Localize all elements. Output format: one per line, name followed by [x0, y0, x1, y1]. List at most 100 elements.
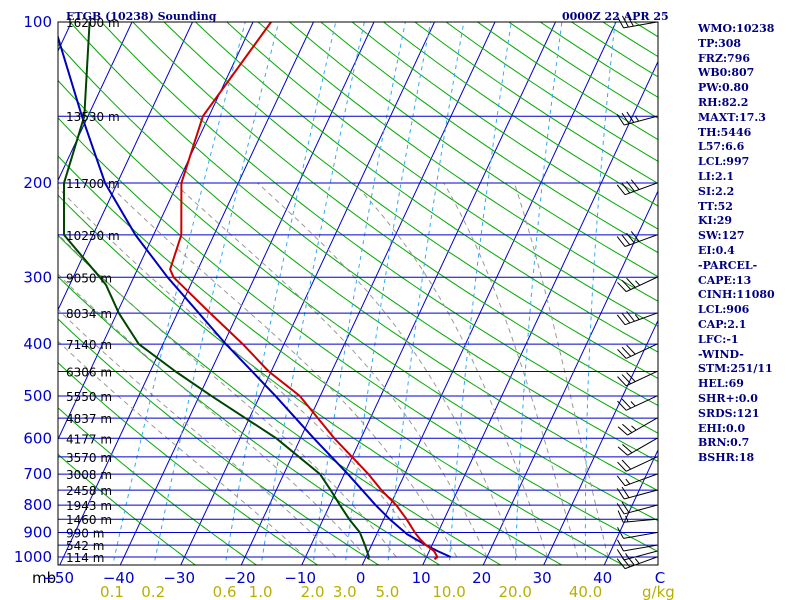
wind-barb [616, 501, 658, 515]
mixing-ratio-line [312, 22, 406, 565]
isotherm-line [58, 22, 193, 312]
height-level-label: 4177 m [66, 432, 112, 446]
pressure-tick-label: 600 [23, 429, 52, 447]
wind-barb-column [616, 14, 658, 570]
temperature-tick-label: −30 [163, 569, 195, 587]
wind-barb [616, 473, 658, 487]
mixing-ratio-tick-label: 0.6 [213, 583, 237, 600]
height-level-label: 3008 m [66, 468, 112, 482]
dry-adiabat-line [320, 22, 658, 254]
isotherm-line [543, 319, 658, 565]
sounding-profiles [58, 22, 452, 561]
dry-adiabat-line [163, 22, 658, 380]
parcel-trace [58, 34, 452, 558]
mixing-ratio-tick-label: 0.1 [100, 583, 124, 600]
isotherm-line [0, 22, 11, 568]
height-level-label: 542 m [66, 539, 104, 553]
wind-barb [617, 510, 658, 523]
mixing-ratio-line [344, 22, 432, 565]
sounding-index: BSHR:18 [698, 451, 755, 465]
pressure-tick-label: 200 [23, 174, 52, 192]
mixing-ratio-unit-label: g/kg [642, 583, 675, 600]
dry-adiabat-line [58, 43, 658, 492]
wind-barb [617, 417, 658, 436]
height-level-label: 16200 m [66, 16, 120, 30]
wind-barb [617, 276, 658, 293]
wind-barb [616, 311, 658, 326]
isotherm-line [119, 22, 375, 565]
isotherm-line [422, 60, 658, 565]
dry-adiabat-line [58, 407, 258, 565]
height-level-label: 2458 m [66, 484, 112, 498]
sounding-index: -WIND- [698, 347, 744, 361]
height-level-label: 1943 m [66, 499, 112, 513]
pressure-tick-label: 500 [23, 387, 52, 405]
temperature-tick-label: 30 [533, 569, 552, 587]
sounding-index: LCL:997 [698, 155, 750, 169]
isotherm-line [361, 22, 617, 565]
wind-barb [617, 456, 658, 472]
chart-date: 0000Z 22 APR 25 [562, 10, 669, 23]
dewpoint-trace [63, 22, 370, 560]
pressure-tick-label: 100 [23, 13, 52, 31]
sounding-index: EI:0.4 [698, 243, 735, 257]
sounding-index: CINH:11080 [698, 288, 775, 302]
sounding-index: LFC:-1 [698, 332, 739, 346]
sounding-index: PW:0.80 [698, 81, 749, 95]
dry-adiabat-line [58, 453, 197, 565]
wind-barb [616, 111, 658, 126]
temperature-trace [169, 22, 439, 561]
sounding-index: CAPE:13 [698, 273, 752, 287]
moist-adiabat-line [58, 308, 337, 558]
pressure-tick-label: 700 [23, 465, 52, 483]
pressure-unit-label: mb [32, 569, 56, 587]
height-level-label: 4837 m [66, 412, 112, 426]
pressure-tick-label: 300 [23, 268, 52, 286]
mixing-ratio-tick-label: 5.0 [375, 583, 399, 600]
wind-barb [616, 179, 658, 196]
sounding-index: SHR+:0.0 [698, 391, 758, 405]
isotherm-line [180, 22, 435, 565]
dry-adiabat-line [58, 362, 319, 565]
sounding-index: HEL:69 [698, 377, 744, 391]
wind-barb [617, 395, 658, 411]
sounding-index: TT:52 [698, 199, 733, 213]
height-level-label: 9050 m [66, 271, 112, 285]
mixing-ratio-tick-label: 2.0 [301, 583, 325, 600]
height-level-label: 6306 m [66, 365, 112, 379]
temperature-tick-label: 10 [412, 569, 431, 587]
sounding-index: -PARCEL- [698, 258, 758, 272]
sounding-index: BRN:0.7 [698, 436, 750, 450]
sounding-index: STM:251/11 [698, 362, 773, 376]
isotherm-line [482, 189, 658, 565]
height-level-label: 13530 m [66, 110, 120, 124]
isotherm-line [59, 22, 314, 565]
dry-adiabat-line [69, 22, 658, 463]
temperature-unit-label: C [655, 569, 665, 587]
isotherm-line [603, 448, 658, 565]
dry-adiabat-line [58, 155, 625, 565]
mixing-ratio-tick-label: 1.0 [249, 583, 273, 600]
mixing-ratio-tick-label: 10.0 [432, 583, 465, 600]
dry-adiabat-line [226, 22, 658, 327]
mixing-ratio-line [584, 22, 616, 565]
mixing-ratio-line [387, 22, 465, 565]
sounding-index: RH:82.2 [698, 95, 749, 109]
height-level-label: 114 m [66, 551, 104, 565]
temperature-tick-label: 40 [593, 569, 612, 587]
sounding-index: SI:2.2 [698, 184, 735, 198]
dry-adiabat-line [58, 234, 502, 565]
sounding-index: EHI:0.0 [698, 421, 746, 435]
temperature-tick-label: −20 [224, 569, 256, 587]
wind-barb [617, 14, 658, 29]
wind-barb [616, 486, 658, 500]
wind-barb [617, 539, 658, 552]
pressure-tick-label: 900 [23, 524, 52, 542]
sounding-index: LI:2.1 [698, 169, 735, 183]
dry-adiabat-line [257, 22, 658, 302]
wind-barb [616, 554, 658, 570]
mixing-ratio-tick-label: 3.0 [333, 583, 357, 600]
dry-adiabat-line [58, 194, 563, 565]
